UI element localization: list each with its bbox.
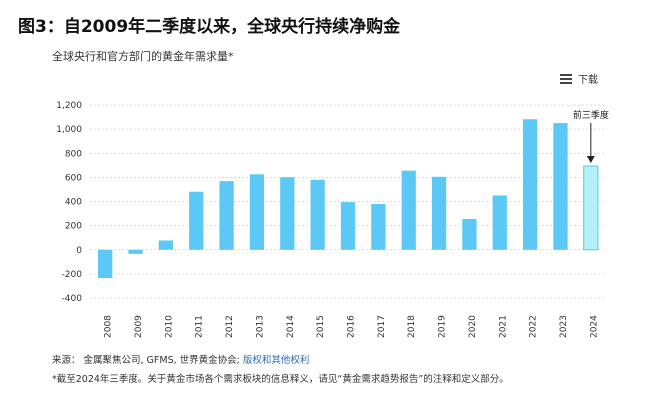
x-tick-label: 2013: [255, 315, 265, 338]
bar: [462, 218, 477, 250]
bar: [340, 202, 356, 250]
bar: [219, 181, 234, 250]
x-tick-label: 2019: [438, 315, 448, 338]
annotation-label: 前三季度: [573, 109, 609, 121]
menu-icon: [560, 72, 572, 86]
bar: [522, 119, 538, 250]
y-tick-label: -400: [62, 294, 83, 304]
y-tick-label: 1,200: [56, 101, 82, 111]
y-tick-label: 600: [65, 173, 82, 183]
x-tick-label: 2015: [316, 315, 326, 338]
footnote: *截至2024年三季度。关于黄金市场各个需求板块的信息释义，请见“黄金需求趋势报…: [52, 374, 509, 385]
bar: [249, 174, 265, 250]
y-tick-label: 0: [76, 246, 82, 256]
download-label: 下载: [578, 75, 598, 86]
x-tick-label: 2009: [134, 315, 144, 338]
bar: [431, 176, 447, 250]
chart-title: 图3：自2009年二季度以来，全球央行持续净购金: [18, 17, 401, 37]
y-tick-label: -200: [62, 270, 83, 280]
x-tick-label: 2011: [195, 315, 205, 338]
x-tick-label: 2024: [589, 315, 599, 338]
x-tick-label: 2008: [104, 315, 114, 338]
x-tick-label: 2021: [498, 315, 508, 338]
x-tick-label: 2010: [164, 315, 174, 338]
bar: [189, 191, 204, 250]
bar: [128, 249, 143, 254]
bar: [280, 177, 295, 250]
chart-subtitle: 全球央行和官方部门的黄金年需求量*: [52, 50, 234, 63]
x-tick-label: 2023: [559, 315, 569, 338]
bar: [98, 249, 113, 279]
x-tick-label: 2018: [407, 315, 417, 338]
bar: [553, 123, 568, 250]
download-button[interactable]: 下载: [560, 71, 598, 86]
bar: [583, 165, 599, 251]
bar: [371, 204, 386, 250]
y-tick-label: 400: [65, 198, 82, 208]
y-tick-label: 1,000: [56, 125, 82, 135]
bar: [158, 240, 174, 250]
x-tick-label: 2017: [377, 315, 387, 338]
copyright-link[interactable]: 版权和其他权利: [242, 355, 310, 366]
bar: [401, 170, 416, 250]
source-text: 来源： 金属聚焦公司, GFMS, 世界黄金协会;: [52, 355, 243, 366]
y-tick-label: 200: [65, 222, 82, 232]
x-tick-label: 2016: [347, 315, 357, 338]
bar: [492, 195, 507, 250]
y-tick-label: 800: [65, 149, 82, 159]
source-line: 来源： 金属聚焦公司, GFMS, 世界黄金协会; 版权和其他权利: [52, 352, 309, 366]
x-tick-label: 2020: [468, 315, 478, 338]
x-tick-label: 2014: [286, 315, 296, 338]
annotation-arrow-head: [586, 156, 595, 164]
x-tick-label: 2022: [529, 315, 539, 338]
x-tick-label: 2012: [225, 315, 235, 338]
bar: [310, 179, 325, 250]
